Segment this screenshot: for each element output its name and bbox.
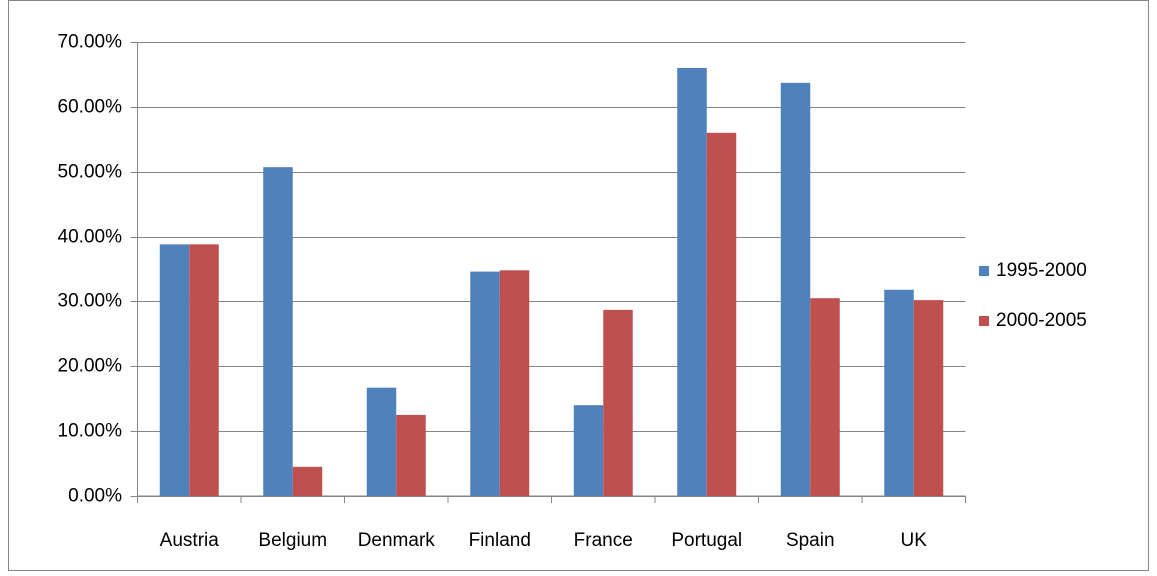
legend-label: 2000-2005 — [996, 310, 1087, 331]
bar — [366, 387, 397, 496]
x-tick-label: Austria — [160, 530, 220, 551]
y-tick-label: 10.00% — [58, 421, 123, 442]
y-tick-label: 40.00% — [58, 227, 123, 248]
bar — [499, 270, 530, 496]
bar — [780, 82, 811, 497]
legend-swatch — [979, 316, 989, 326]
bar — [573, 405, 604, 496]
bar — [603, 309, 633, 496]
bar — [884, 289, 914, 496]
bar — [913, 300, 944, 496]
x-tick-label: Finland — [469, 530, 531, 551]
x-tick-label: Portugal — [671, 530, 742, 551]
y-tick-label: 60.00% — [58, 97, 123, 118]
bar — [706, 132, 737, 497]
bar — [159, 244, 190, 496]
y-tick-label: 20.00% — [58, 356, 123, 377]
y-tick-label: 30.00% — [58, 291, 123, 312]
bar — [470, 271, 500, 496]
bar — [263, 167, 293, 496]
bar — [396, 414, 426, 496]
y-tick-label: 50.00% — [58, 162, 123, 183]
bar — [292, 466, 323, 496]
legend-label: 1995-2000 — [996, 260, 1087, 281]
x-tick-label: Belgium — [258, 530, 327, 551]
bar — [810, 298, 840, 496]
y-tick-label: 0.00% — [68, 486, 122, 507]
x-tick-label: Spain — [786, 530, 835, 551]
x-tick-label: UK — [901, 530, 928, 551]
y-tick-label: 70.00% — [58, 32, 123, 53]
bar — [677, 67, 707, 496]
x-tick-label: Denmark — [358, 530, 436, 551]
legend-swatch — [979, 266, 989, 276]
x-tick-label: France — [574, 530, 633, 551]
bar — [189, 244, 219, 496]
